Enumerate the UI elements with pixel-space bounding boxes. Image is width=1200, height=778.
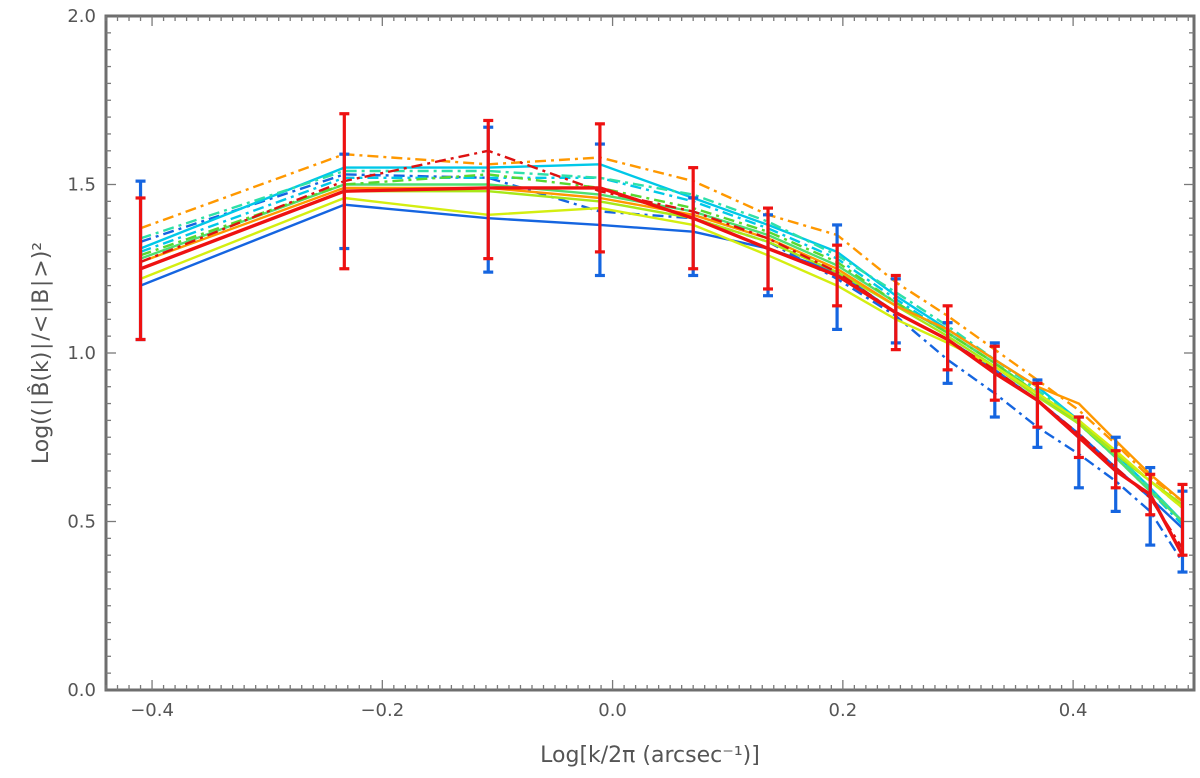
y-tick-label: 2.0 [67, 6, 96, 27]
y-axis-title: Log((∣B̂(k)∣/<∣B∣>)² [28, 242, 54, 464]
series-line [140, 183, 1184, 523]
x-tick-label: −0.4 [130, 700, 174, 721]
x-tick-label: 0.2 [829, 700, 858, 721]
series-line [140, 203, 1184, 530]
y-tick-label: 1.5 [67, 175, 96, 196]
x-tick-label: 0.4 [1059, 700, 1088, 721]
series-line [140, 173, 1184, 563]
errorbar-layer [135, 112, 1188, 574]
axis-ticks [105, 16, 1194, 690]
series-layer [139, 149, 1185, 563]
axis-tick-labels: −0.4 −0.2 0.0 0.2 0.4 0.0 0.5 1.0 1.5 2.0 [67, 6, 1087, 721]
series-line [140, 186, 1184, 503]
y-tick-label: 0.0 [67, 680, 96, 701]
x-axis-title: Log[k/2π (arcsec⁻¹)] [540, 743, 760, 768]
y-tick-label: 0.5 [67, 512, 96, 533]
series-line [139, 186, 1185, 556]
series-line [140, 196, 1184, 509]
x-tick-label: −0.2 [360, 700, 404, 721]
series-line [140, 189, 1184, 506]
plot-frame [104, 14, 1196, 692]
y-tick-label: 1.0 [67, 343, 96, 364]
x-tick-label: 0.0 [598, 700, 627, 721]
